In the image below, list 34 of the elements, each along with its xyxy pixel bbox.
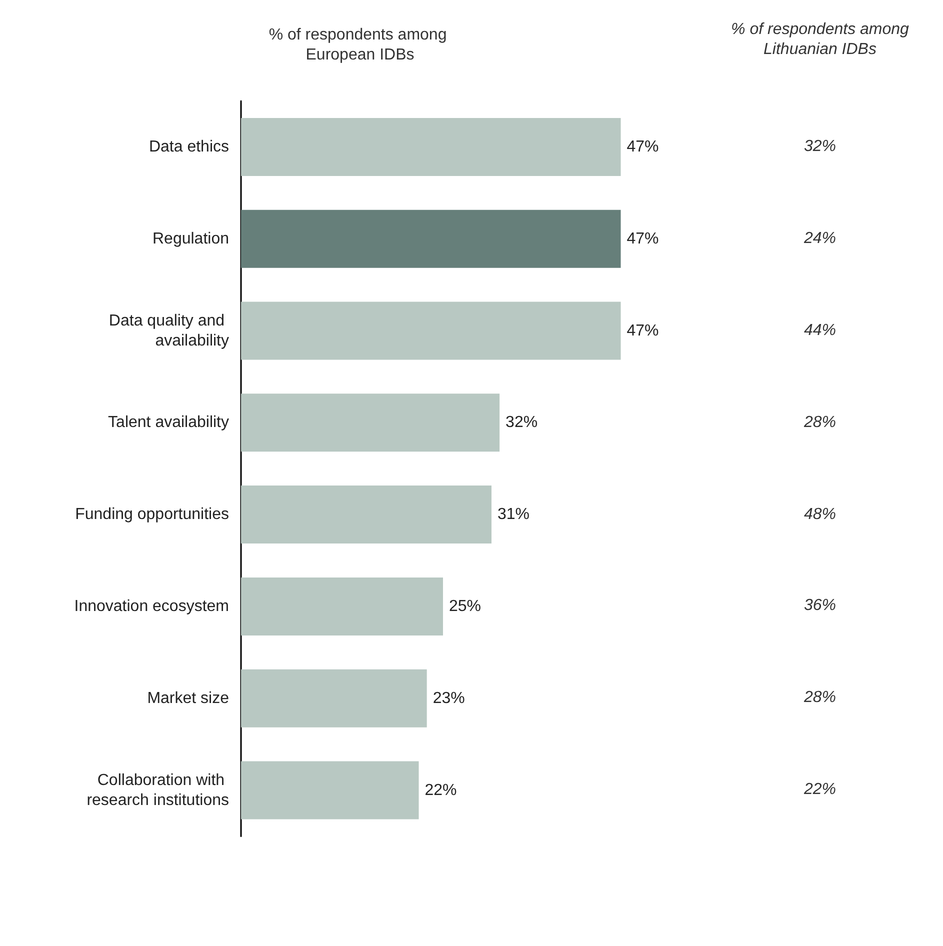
bar [241, 486, 492, 544]
data-label: 22% [424, 782, 457, 799]
text: 36% [802, 596, 838, 616]
y-tick-label: Regulation [152, 230, 229, 248]
bar [241, 577, 443, 636]
data-label: 47% [626, 322, 659, 340]
bar [241, 302, 621, 360]
y-tick-label: Innovation ecosystem [74, 598, 229, 615]
bar [241, 210, 621, 268]
bar [241, 118, 621, 176]
y-tick-label: Funding opportunities [75, 506, 229, 524]
text: 24% [802, 228, 838, 249]
data-label: 31% [497, 506, 530, 524]
y-tick-label: Talent availability [108, 414, 229, 432]
text: % of respondents among Lithuanian IDBs [730, 20, 910, 60]
data-label: 47% [626, 138, 659, 156]
bar [241, 394, 500, 452]
y-tick-label: Data ethics [148, 138, 229, 156]
data-label: 47% [626, 230, 659, 248]
data-label: 25% [449, 598, 482, 615]
y-tick-label: Market size [147, 690, 230, 707]
data-label: 23% [432, 690, 465, 707]
text: 22% [802, 780, 838, 800]
text: 44% [802, 320, 838, 341]
y-tick-label: Data quality and availability [108, 312, 229, 350]
text: 28% [802, 688, 838, 708]
bar [241, 761, 419, 820]
bar [241, 669, 427, 728]
text: 32% [802, 136, 838, 157]
text: 48% [802, 504, 838, 525]
text: 28% [802, 412, 838, 433]
data-label: 32% [506, 414, 538, 432]
y-tick-label: Collaboration with research institutions [86, 772, 229, 809]
chart-title: % of respondents among European IDBs [268, 26, 452, 64]
